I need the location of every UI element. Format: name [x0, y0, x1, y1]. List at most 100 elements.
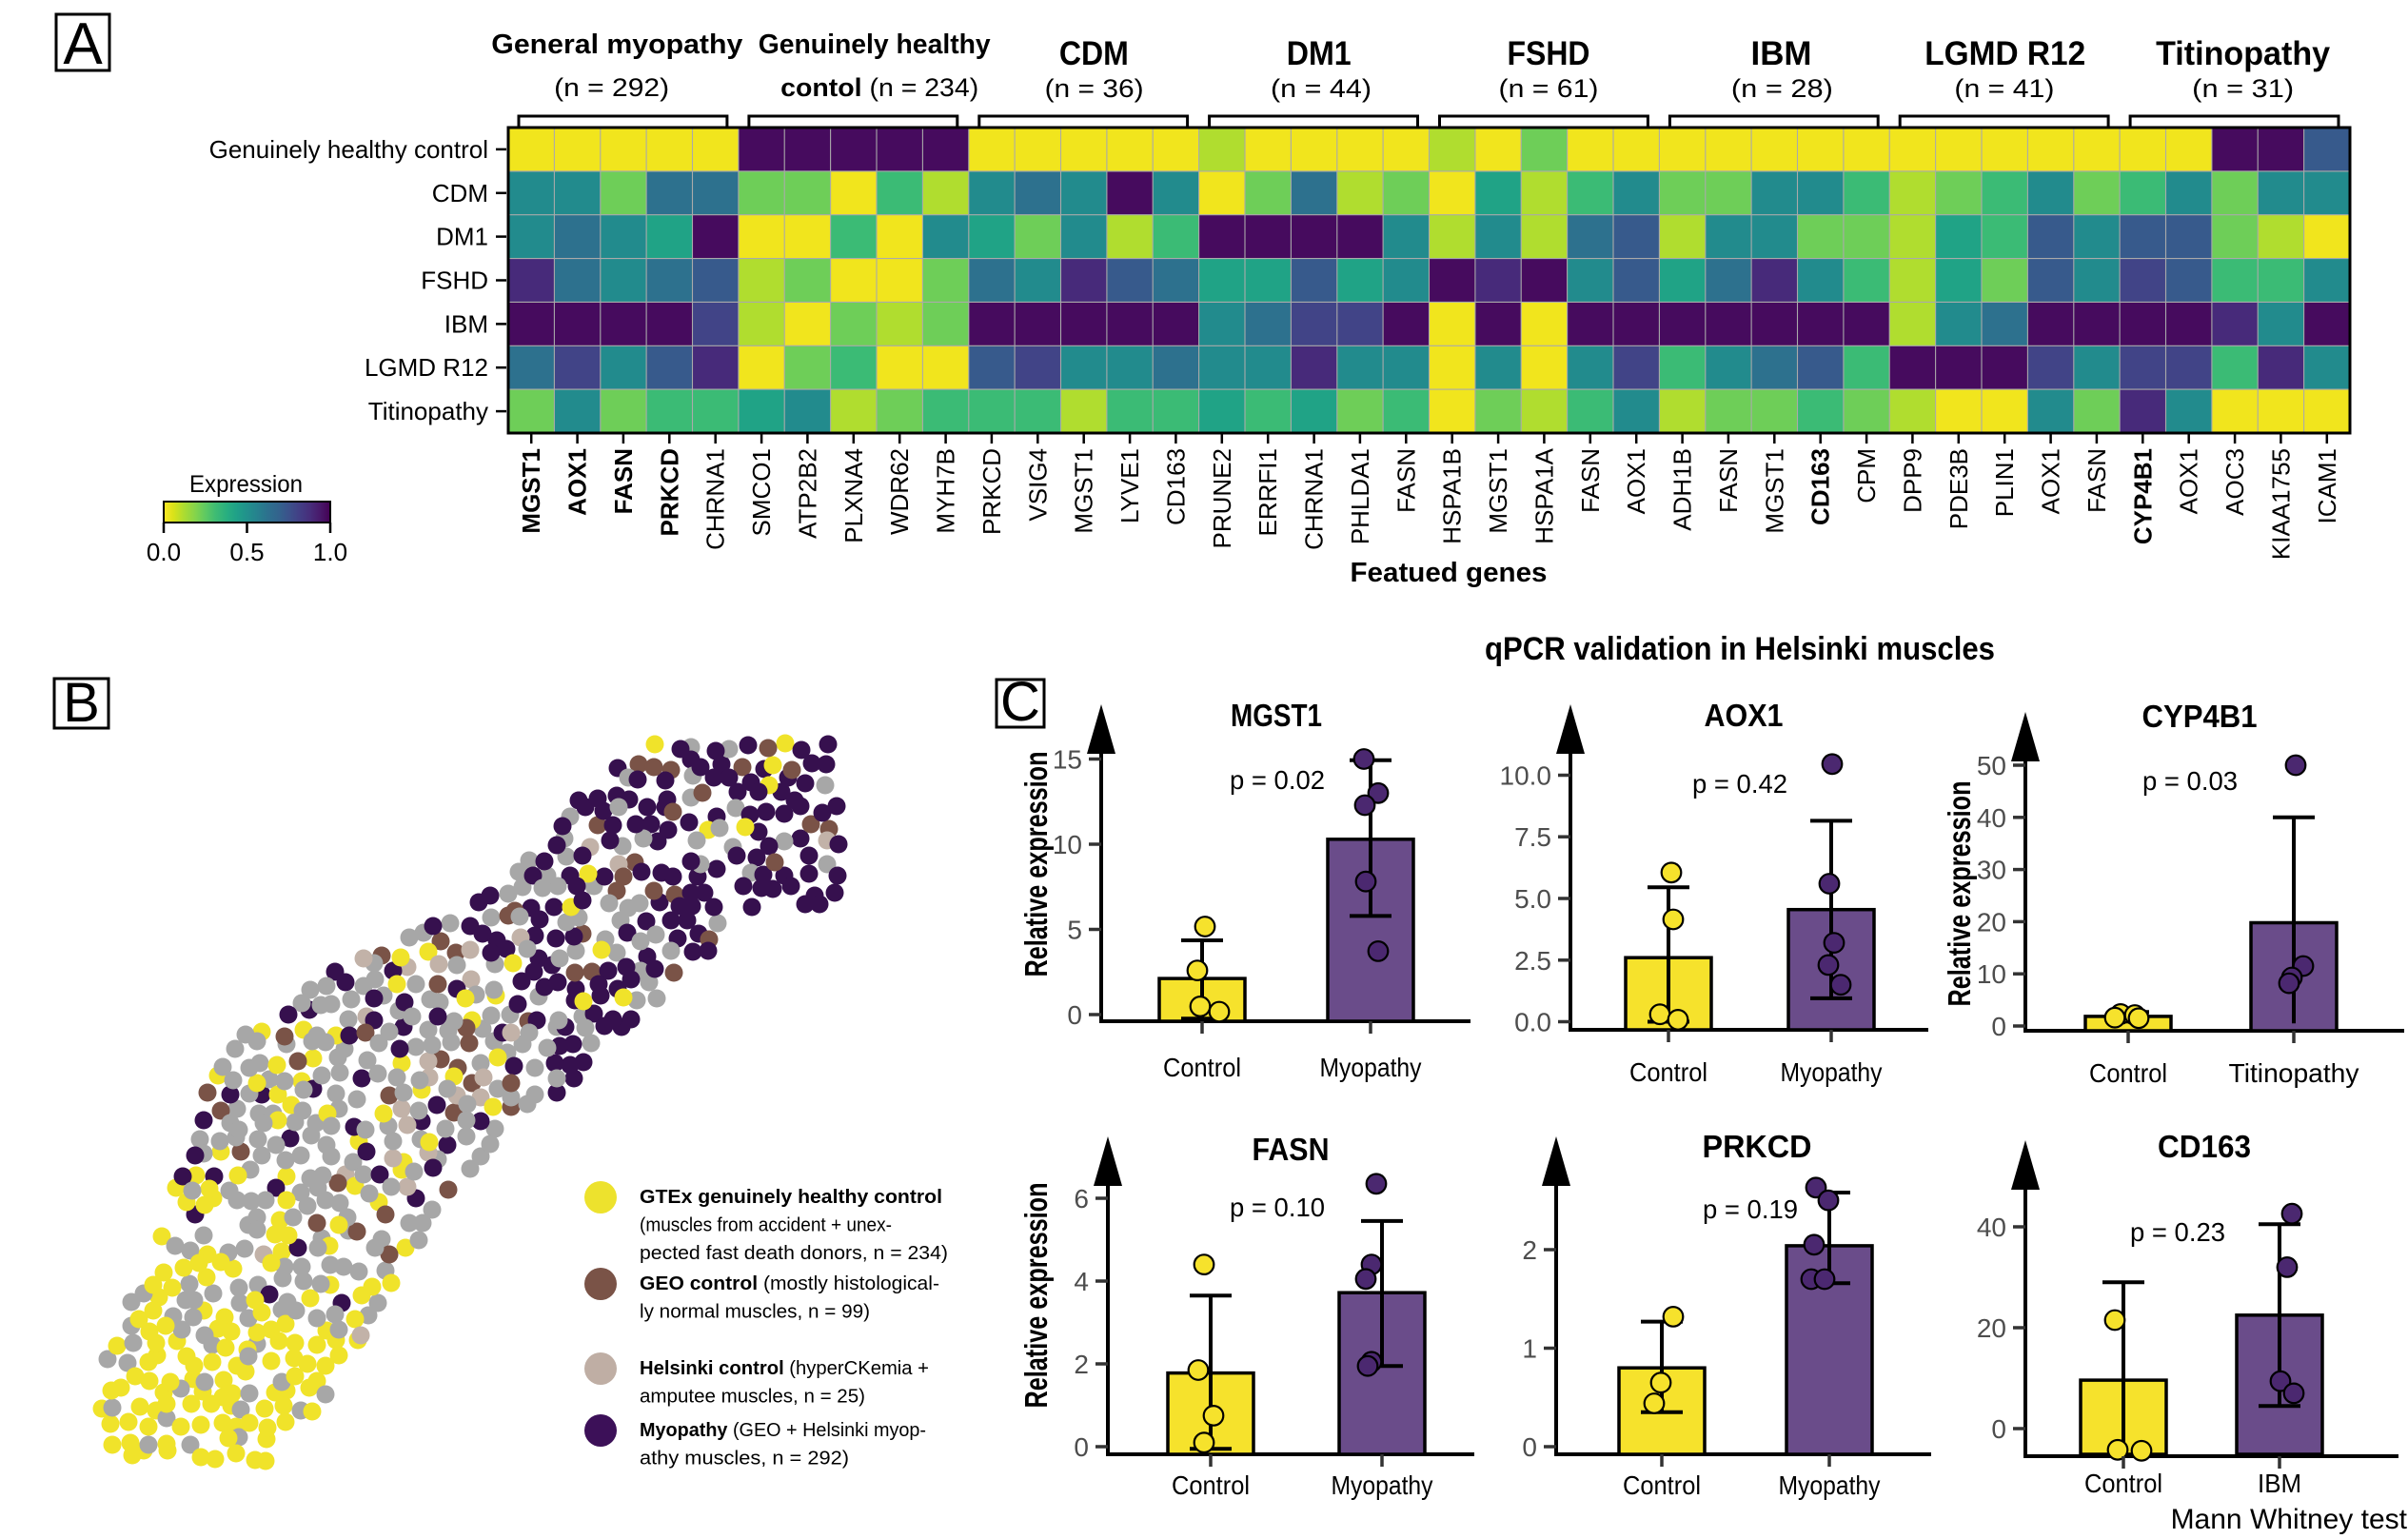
- svg-text:0: 0: [1991, 1012, 2006, 1041]
- svg-text:PRUNE2: PRUNE2: [1208, 448, 1236, 548]
- svg-text:PRKCD: PRKCD: [977, 448, 1006, 535]
- svg-text:PRKCD: PRKCD: [1703, 1129, 1812, 1164]
- svg-text:AOX1: AOX1: [1622, 448, 1650, 514]
- svg-text:Myopathy (GEO + Helsinki myop-: Myopathy (GEO + Helsinki myop-: [640, 1419, 926, 1441]
- svg-text:Relative expression: Relative expression: [1942, 781, 1977, 1007]
- svg-text:6: 6: [1074, 1184, 1089, 1213]
- svg-text:PLIN1: PLIN1: [1990, 448, 2019, 517]
- svg-text:CDM: CDM: [1059, 35, 1129, 72]
- svg-text:(n = 36): (n = 36): [1045, 74, 1144, 103]
- svg-text:ADH1B: ADH1B: [1668, 448, 1697, 531]
- svg-text:MGST1: MGST1: [517, 448, 545, 534]
- svg-text:C: C: [1000, 671, 1040, 733]
- svg-text:20: 20: [1977, 1313, 2006, 1343]
- svg-text:Relative expression: Relative expression: [1018, 752, 1054, 977]
- svg-text:Genuinely healthy control: Genuinely healthy control: [209, 135, 488, 164]
- svg-text:DPP9: DPP9: [1898, 448, 1926, 513]
- svg-text:Expression: Expression: [189, 471, 303, 498]
- svg-text:pected fast death donors, n =: pected fast death donors, n = 234): [640, 1242, 948, 1264]
- svg-text:1.0: 1.0: [313, 538, 347, 566]
- svg-text:15: 15: [1053, 745, 1082, 775]
- svg-text:PRKCD: PRKCD: [655, 448, 683, 536]
- svg-text:CYP4B1: CYP4B1: [2128, 448, 2157, 544]
- svg-text:p = 0.23: p = 0.23: [2130, 1217, 2225, 1247]
- svg-text:SMCO1: SMCO1: [747, 448, 776, 536]
- svg-text:FASN: FASN: [1714, 448, 1743, 513]
- svg-text:B: B: [63, 672, 100, 734]
- svg-text:0.0: 0.0: [147, 538, 181, 566]
- svg-text:CHRNA1: CHRNA1: [1300, 448, 1329, 550]
- svg-text:0: 0: [1067, 1000, 1082, 1030]
- svg-text:ERRFI1: ERRFI1: [1253, 448, 1282, 536]
- svg-text:VSIG4: VSIG4: [1023, 448, 1052, 522]
- svg-text:ICAM1: ICAM1: [2313, 448, 2341, 523]
- svg-text:GEO control (mostly histologic: GEO control (mostly histological-: [640, 1273, 939, 1294]
- svg-text:FASN: FASN: [1253, 1132, 1330, 1167]
- svg-text:Relative expression: Relative expression: [1018, 1183, 1054, 1409]
- svg-text:FSHD: FSHD: [421, 266, 488, 295]
- svg-text:p = 0.19: p = 0.19: [1703, 1194, 1798, 1224]
- svg-text:MGST1: MGST1: [1760, 448, 1788, 534]
- svg-text:AOX1: AOX1: [1705, 698, 1784, 733]
- svg-text:2: 2: [1522, 1235, 1537, 1265]
- svg-text:Titinopathy: Titinopathy: [2229, 1058, 2359, 1088]
- svg-text:HSPA1A: HSPA1A: [1530, 447, 1558, 543]
- svg-text:Featued genes: Featued genes: [1351, 558, 1548, 588]
- svg-text:p = 0.10: p = 0.10: [1230, 1193, 1325, 1222]
- svg-text:IBM: IBM: [2258, 1469, 2301, 1498]
- svg-text:HSPA1B: HSPA1B: [1438, 448, 1467, 544]
- svg-text:KIAA1755: KIAA1755: [2266, 448, 2295, 560]
- svg-text:amputee muscles, n = 25): amputee muscles, n = 25): [640, 1386, 865, 1408]
- svg-text:(n = 61): (n = 61): [1499, 74, 1599, 103]
- svg-text:DM1: DM1: [436, 223, 488, 251]
- svg-text:Control: Control: [1629, 1057, 1707, 1087]
- svg-text:ATP2B2: ATP2B2: [793, 448, 821, 539]
- svg-text:p = 0.02: p = 0.02: [1230, 765, 1325, 795]
- svg-text:FASN: FASN: [2082, 448, 2111, 513]
- svg-text:LGMD R12: LGMD R12: [365, 353, 488, 382]
- svg-text:(n = 292): (n = 292): [554, 73, 669, 102]
- svg-text:Myopathy: Myopathy: [1332, 1470, 1433, 1500]
- svg-text:10: 10: [1977, 959, 2006, 989]
- svg-text:IBM: IBM: [444, 309, 488, 338]
- svg-text:(n = 28): (n = 28): [1731, 74, 1833, 103]
- svg-text:0.5: 0.5: [229, 538, 264, 566]
- svg-text:1: 1: [1522, 1334, 1537, 1364]
- svg-text:IBM: IBM: [1751, 35, 1812, 72]
- svg-text:GTEx genuinely healthy control: GTEx genuinely healthy control: [640, 1186, 942, 1208]
- svg-text:Helsinki control (hyperCKemia: Helsinki control (hyperCKemia +: [640, 1357, 929, 1379]
- svg-text:DM1: DM1: [1287, 35, 1352, 72]
- svg-text:General myopathy: General myopathy: [491, 30, 742, 60]
- svg-text:CD163: CD163: [1806, 448, 1835, 525]
- svg-text:Myopathy: Myopathy: [1781, 1057, 1883, 1087]
- svg-text:50: 50: [1977, 751, 2006, 780]
- svg-text:5.0: 5.0: [1514, 884, 1551, 914]
- svg-text:40: 40: [1977, 803, 2006, 833]
- svg-text:CD163: CD163: [1161, 448, 1190, 525]
- svg-text:CYP4B1: CYP4B1: [2142, 699, 2258, 734]
- svg-text:(muscles from accident + unex-: (muscles from accident + unex-: [640, 1214, 892, 1236]
- svg-text:PLXNA4: PLXNA4: [839, 448, 868, 543]
- svg-text:LGMD R12: LGMD R12: [1924, 35, 2085, 72]
- svg-text:2: 2: [1074, 1350, 1089, 1379]
- svg-text:FASN: FASN: [609, 448, 638, 514]
- svg-text:CHRNA1: CHRNA1: [701, 448, 730, 550]
- svg-text:PDE3B: PDE3B: [1944, 448, 1973, 529]
- svg-text:CPM: CPM: [1852, 448, 1881, 503]
- svg-text:AOX1: AOX1: [2175, 448, 2203, 514]
- svg-text:ly normal muscles, n = 99): ly normal muscles, n = 99): [640, 1301, 870, 1323]
- svg-text:10.0: 10.0: [1500, 761, 1552, 791]
- svg-text:Control: Control: [2084, 1469, 2162, 1498]
- svg-text:(n = 41): (n = 41): [1954, 74, 2054, 103]
- svg-text:WDR62: WDR62: [885, 448, 914, 535]
- svg-text:FASN: FASN: [1576, 448, 1605, 513]
- svg-text:Genuinely healthy: Genuinely healthy: [759, 30, 991, 60]
- svg-text:4: 4: [1074, 1267, 1089, 1296]
- svg-text:MYH7B: MYH7B: [932, 448, 960, 534]
- svg-text:A: A: [63, 11, 103, 77]
- svg-text:MGST1: MGST1: [1484, 448, 1512, 534]
- svg-text:Titinopathy: Titinopathy: [2156, 35, 2331, 72]
- svg-text:Mann Whitney test: Mann Whitney test: [2171, 1504, 2408, 1534]
- svg-text:p = 0.03: p = 0.03: [2142, 766, 2238, 796]
- svg-text:Control: Control: [2089, 1058, 2167, 1088]
